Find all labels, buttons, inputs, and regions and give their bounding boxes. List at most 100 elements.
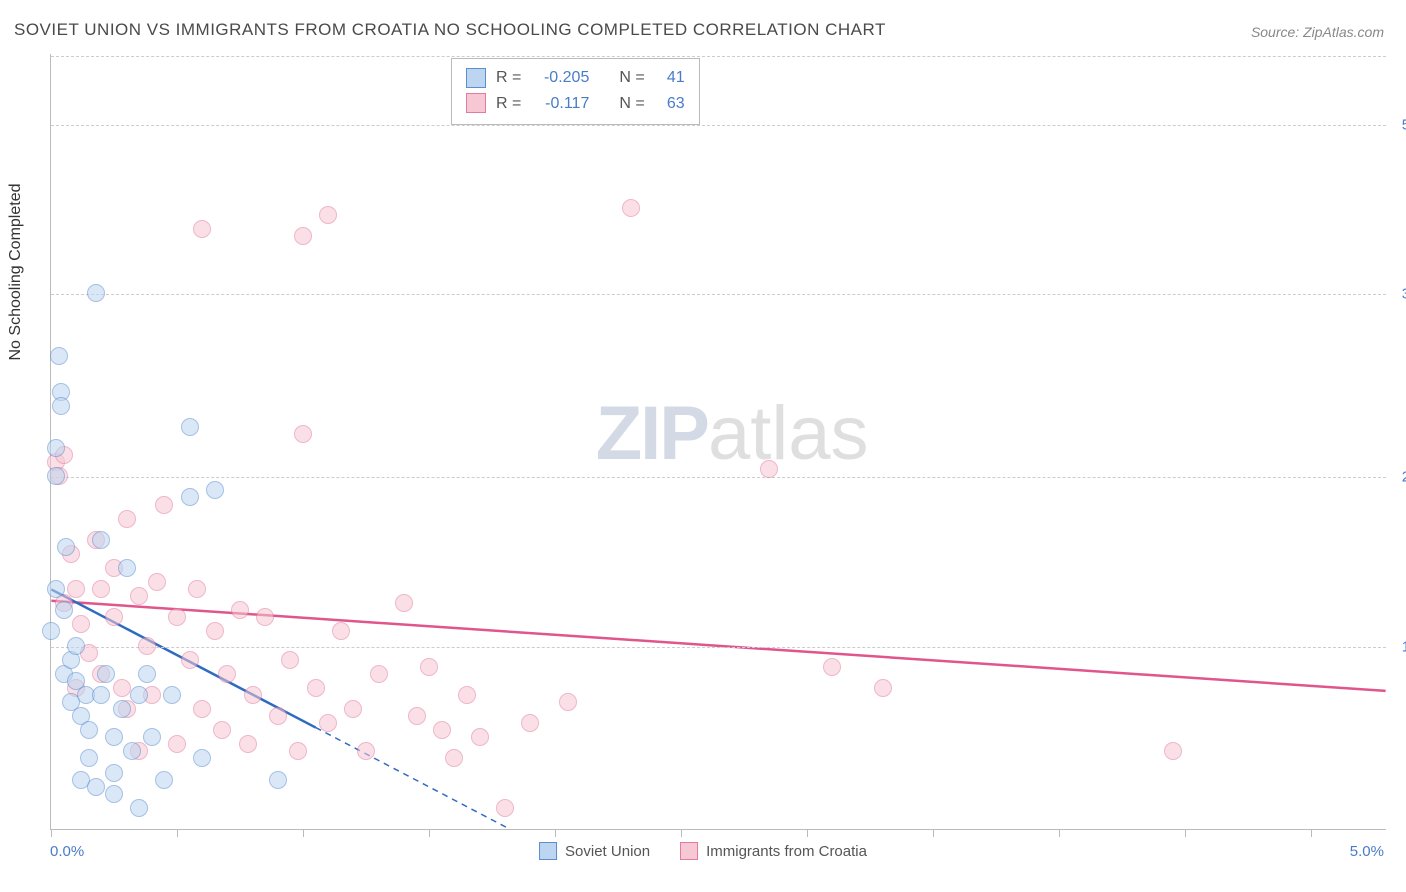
scatter-point-croatia	[231, 601, 249, 619]
x-tick	[429, 829, 430, 837]
scatter-point-croatia	[193, 700, 211, 718]
stats-r-value: -0.205	[531, 65, 589, 91]
scatter-point-croatia	[823, 658, 841, 676]
scatter-point-soviet	[130, 799, 148, 817]
gridline	[51, 647, 1386, 648]
x-tick	[807, 829, 808, 837]
scatter-point-soviet	[87, 778, 105, 796]
y-tick-label: 1.3%	[1391, 638, 1406, 655]
legend-swatch	[466, 93, 486, 113]
scatter-point-soviet	[138, 665, 156, 683]
stats-n-label: N =	[619, 91, 644, 117]
scatter-point-soviet	[92, 531, 110, 549]
scatter-point-croatia	[433, 721, 451, 739]
scatter-point-croatia	[445, 749, 463, 767]
scatter-point-soviet	[87, 284, 105, 302]
gridline-top	[51, 56, 1386, 57]
legend-item: Immigrants from Croatia	[680, 842, 867, 860]
scatter-point-soviet	[193, 749, 211, 767]
y-tick-label: 3.8%	[1391, 285, 1406, 302]
legend-label: Immigrants from Croatia	[706, 843, 867, 860]
chart-title: SOVIET UNION VS IMMIGRANTS FROM CROATIA …	[14, 20, 886, 40]
gridline	[51, 125, 1386, 126]
scatter-point-croatia	[72, 615, 90, 633]
scatter-point-croatia	[92, 580, 110, 598]
watermark-atlas: atlas	[708, 390, 869, 475]
scatter-point-croatia	[239, 735, 257, 753]
scatter-point-croatia	[1164, 742, 1182, 760]
scatter-point-croatia	[496, 799, 514, 817]
scatter-point-croatia	[395, 594, 413, 612]
scatter-point-croatia	[181, 651, 199, 669]
x-tick	[303, 829, 304, 837]
source-label: Source: ZipAtlas.com	[1251, 24, 1384, 40]
y-tick-label: 2.5%	[1391, 469, 1406, 486]
scatter-point-soviet	[55, 601, 73, 619]
scatter-point-soviet	[47, 580, 65, 598]
scatter-point-croatia	[319, 714, 337, 732]
scatter-point-croatia	[559, 693, 577, 711]
scatter-point-croatia	[357, 742, 375, 760]
legend-swatch	[680, 842, 698, 860]
legend-item: Soviet Union	[539, 842, 650, 860]
stats-n-label: N =	[619, 65, 644, 91]
x-tick	[177, 829, 178, 837]
scatter-point-soviet	[42, 622, 60, 640]
y-axis-label: No Schooling Completed	[7, 184, 25, 361]
scatter-point-croatia	[408, 707, 426, 725]
scatter-point-soviet	[80, 749, 98, 767]
scatter-point-soviet	[130, 686, 148, 704]
scatter-point-soviet	[97, 665, 115, 683]
scatter-point-croatia	[294, 425, 312, 443]
watermark: ZIPatlas	[596, 389, 869, 476]
scatter-point-soviet	[50, 347, 68, 365]
legend-label: Soviet Union	[565, 843, 650, 860]
x-tick	[555, 829, 556, 837]
x-tick	[51, 829, 52, 837]
scatter-point-croatia	[113, 679, 131, 697]
scatter-point-soviet	[67, 637, 85, 655]
scatter-point-croatia	[370, 665, 388, 683]
legend-swatch	[539, 842, 557, 860]
stats-n-value: 41	[655, 65, 685, 91]
scatter-point-croatia	[622, 199, 640, 217]
scatter-point-soviet	[80, 721, 98, 739]
scatter-point-croatia	[344, 700, 362, 718]
scatter-point-croatia	[218, 665, 236, 683]
scatter-point-soviet	[206, 481, 224, 499]
scatter-point-croatia	[118, 510, 136, 528]
scatter-point-soviet	[155, 771, 173, 789]
scatter-point-croatia	[188, 580, 206, 598]
scatter-point-soviet	[47, 467, 65, 485]
scatter-point-croatia	[289, 742, 307, 760]
scatter-point-croatia	[256, 608, 274, 626]
scatter-point-croatia	[458, 686, 476, 704]
scatter-point-croatia	[521, 714, 539, 732]
scatter-point-croatia	[281, 651, 299, 669]
legend-swatch	[466, 68, 486, 88]
trend-lines-svg	[51, 54, 1386, 829]
scatter-point-croatia	[130, 587, 148, 605]
scatter-point-croatia	[319, 206, 337, 224]
scatter-point-soviet	[105, 785, 123, 803]
stats-r-label: R =	[496, 91, 521, 117]
scatter-point-croatia	[67, 580, 85, 598]
watermark-zip: ZIP	[596, 390, 708, 475]
scatter-point-croatia	[294, 227, 312, 245]
stats-box: R =-0.205N =41R =-0.117N =63	[451, 58, 700, 125]
scatter-point-soviet	[181, 418, 199, 436]
scatter-point-soviet	[143, 728, 161, 746]
scatter-point-soviet	[52, 397, 70, 415]
plot-area: ZIPatlas R =-0.205N =41R =-0.117N =63 1.…	[50, 54, 1386, 830]
scatter-point-croatia	[874, 679, 892, 697]
scatter-point-croatia	[213, 721, 231, 739]
x-tick	[1059, 829, 1060, 837]
scatter-point-soviet	[57, 538, 75, 556]
scatter-point-croatia	[307, 679, 325, 697]
scatter-point-soviet	[123, 742, 141, 760]
scatter-point-croatia	[760, 460, 778, 478]
x-tick	[681, 829, 682, 837]
scatter-point-croatia	[138, 637, 156, 655]
stats-r-label: R =	[496, 65, 521, 91]
x-tick	[1185, 829, 1186, 837]
